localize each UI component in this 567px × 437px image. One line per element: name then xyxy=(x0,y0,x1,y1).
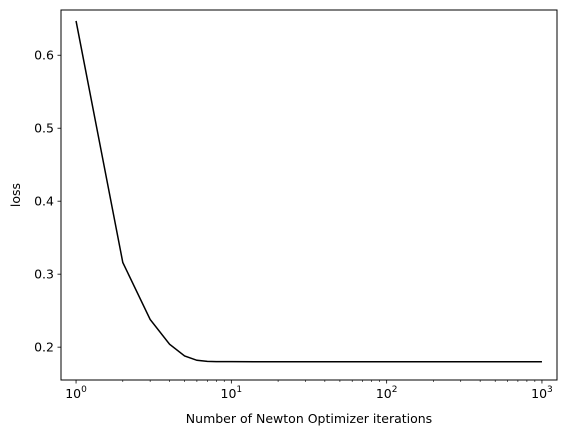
x-tick-label: 101 xyxy=(221,385,243,401)
loss-line xyxy=(75,20,542,363)
y-tick-label: 0.6 xyxy=(34,48,54,63)
y-axis-label: loss xyxy=(8,183,23,207)
y-tick-label: 0.5 xyxy=(34,121,54,136)
plot-area xyxy=(60,9,558,381)
x-tick-label: 102 xyxy=(376,385,398,401)
y-tick-label: 0.2 xyxy=(34,340,54,355)
x-axis-label: Number of Newton Optimizer iterations xyxy=(186,411,432,426)
y-axis-ticks: 0.2 0.3 0.4 0.5 0.6 xyxy=(34,48,61,355)
x-tick-label: 103 xyxy=(531,385,553,401)
y-tick-label: 0.4 xyxy=(34,194,54,209)
x-axis-ticks: 100 101 102 103 xyxy=(65,380,553,401)
y-tick-label: 0.3 xyxy=(34,267,54,282)
x-tick-label: 100 xyxy=(65,385,87,401)
